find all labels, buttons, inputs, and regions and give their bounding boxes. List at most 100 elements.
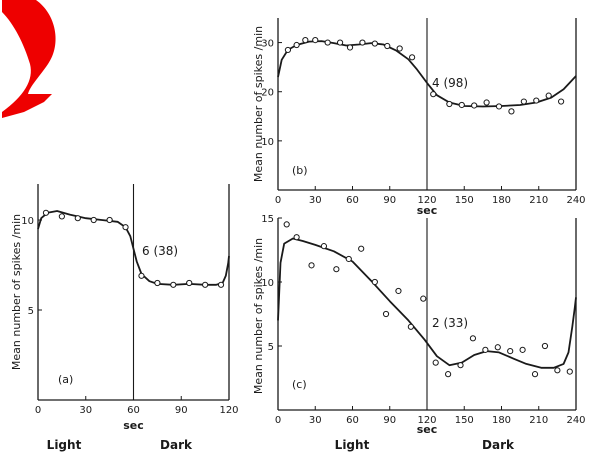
x-tick-label: 0 [275, 415, 281, 426]
cell-count-annotation: 2 (33) [432, 316, 468, 330]
data-point [507, 348, 514, 355]
data-point [336, 39, 344, 46]
data-point [312, 37, 319, 44]
data-point [409, 54, 416, 61]
data-point [395, 287, 402, 295]
light-label-right: Light [335, 438, 370, 452]
data-point [541, 342, 549, 350]
data-point [302, 37, 309, 44]
cell-count-annotation: 4 (98) [432, 76, 468, 90]
x-tick-label: 0 [35, 405, 41, 416]
y-axis-label: Mean number of spikes /min [252, 238, 265, 394]
y-tick-label: 30 [261, 39, 274, 50]
data-point [519, 346, 526, 353]
data-point [384, 42, 391, 50]
data-point [324, 39, 331, 46]
y-axis-label: Mean number of spikes /min [10, 214, 23, 370]
x-tick-label: 120 [219, 405, 238, 416]
data-point [90, 216, 97, 224]
data-point [293, 41, 300, 49]
data-point [396, 45, 403, 52]
data-point [186, 279, 193, 287]
dark-label-right: Dark [482, 438, 515, 452]
data-point [284, 46, 292, 54]
data-point [430, 91, 437, 98]
data-point [533, 97, 540, 104]
x-axis-label: sec [417, 423, 438, 436]
fitted-curve [277, 237, 577, 369]
data-point [283, 221, 290, 228]
x-tick-label: 60 [127, 405, 140, 416]
data-point [371, 40, 378, 47]
x-tick-label: 30 [309, 195, 322, 206]
data-point [483, 99, 490, 106]
panel-label: (c) [292, 378, 307, 391]
y-tick-label: 15 [261, 214, 274, 225]
x-tick-label: 90 [383, 415, 396, 426]
x-tick-label: 240 [566, 195, 585, 206]
x-tick-label: 30 [309, 415, 322, 426]
y-tick-label: 10 [21, 216, 34, 227]
data-point [545, 92, 552, 99]
data-point [432, 359, 439, 366]
x-tick-label: 180 [492, 195, 511, 206]
data-point [520, 98, 527, 105]
fitted-curve [277, 40, 577, 108]
data-point [482, 346, 489, 353]
panel-c: 0 30 60 90 120 150 180 210 240 5 10 15 Mean number o… [252, 214, 586, 436]
data-point [106, 216, 113, 224]
data-point [458, 101, 465, 109]
data-point [42, 209, 50, 216]
x-axis-label: sec [417, 204, 438, 217]
data-point [346, 44, 354, 51]
x-tick-label: 210 [529, 195, 548, 206]
panel-label: (a) [58, 373, 73, 386]
y-tick-label: 5 [268, 342, 274, 353]
x-tick-label: 0 [275, 195, 281, 206]
x-tick-label: 180 [492, 415, 511, 426]
data-point [420, 295, 427, 302]
data-point [58, 213, 65, 220]
y-tick-label: 20 [261, 88, 274, 99]
y-tick-label: 5 [28, 306, 34, 317]
x-tick-label: 90 [175, 405, 188, 416]
dark-label-left: Dark [160, 438, 193, 452]
data-point [333, 266, 340, 273]
data-point [345, 255, 352, 263]
data-point [359, 39, 366, 46]
x-axis-label: sec [123, 419, 144, 432]
data-point [308, 262, 315, 269]
data-point [358, 245, 365, 252]
data-point [371, 278, 378, 286]
light-label-left: Light [47, 438, 82, 452]
data-point [558, 98, 565, 105]
data-point [471, 102, 478, 109]
x-tick-label: 60 [346, 195, 359, 206]
data-point [457, 362, 464, 369]
data-point [566, 368, 573, 375]
data-point [531, 371, 539, 378]
data-point [407, 323, 414, 330]
x-tick-label: 240 [566, 415, 585, 426]
x-tick-label: 120 [417, 195, 436, 206]
data-point [122, 224, 129, 231]
data-point [446, 100, 453, 108]
data-point [554, 367, 561, 374]
x-tick-label: 150 [455, 195, 474, 206]
x-tick-label: 30 [79, 405, 92, 416]
x-tick-label: 60 [346, 415, 359, 426]
data-point [293, 234, 300, 241]
data-point [154, 279, 161, 287]
data-point [445, 371, 452, 378]
x-tick-label: 90 [383, 195, 396, 206]
data-point [138, 272, 145, 279]
data-point [170, 281, 177, 288]
x-tick-label: 120 [417, 415, 436, 426]
cell-count-annotation: 6 (38) [142, 244, 178, 258]
x-tick-label: 210 [529, 415, 548, 426]
data-point [320, 243, 328, 250]
data-point [508, 108, 515, 115]
data-point [469, 335, 477, 342]
